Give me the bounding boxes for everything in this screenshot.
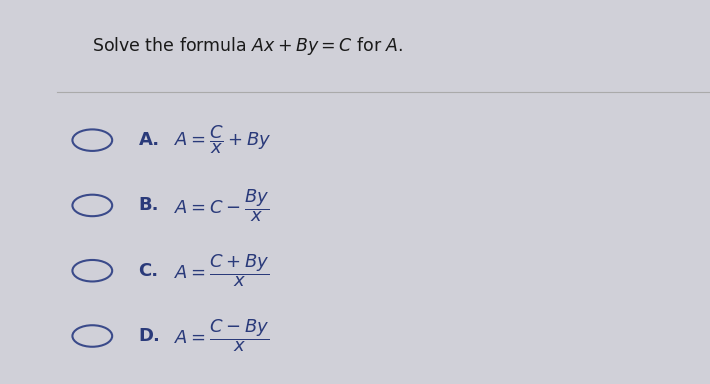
Text: D.: D. [138, 327, 160, 345]
Text: $A = \dfrac{C}{x} + By$: $A = \dfrac{C}{x} + By$ [174, 124, 271, 157]
Text: Solve the formula $Ax+ By= C$ for $A$.: Solve the formula $Ax+ By= C$ for $A$. [92, 35, 404, 57]
Text: B.: B. [138, 197, 159, 214]
Text: C.: C. [138, 262, 158, 280]
Text: $A = \dfrac{C-By}{x}$: $A = \dfrac{C-By}{x}$ [174, 318, 269, 354]
Text: A.: A. [138, 131, 160, 149]
Text: $A = \dfrac{C+By}{x}$: $A = \dfrac{C+By}{x}$ [174, 252, 269, 289]
Text: $A = C - \dfrac{By}{x}$: $A = C - \dfrac{By}{x}$ [174, 187, 269, 224]
